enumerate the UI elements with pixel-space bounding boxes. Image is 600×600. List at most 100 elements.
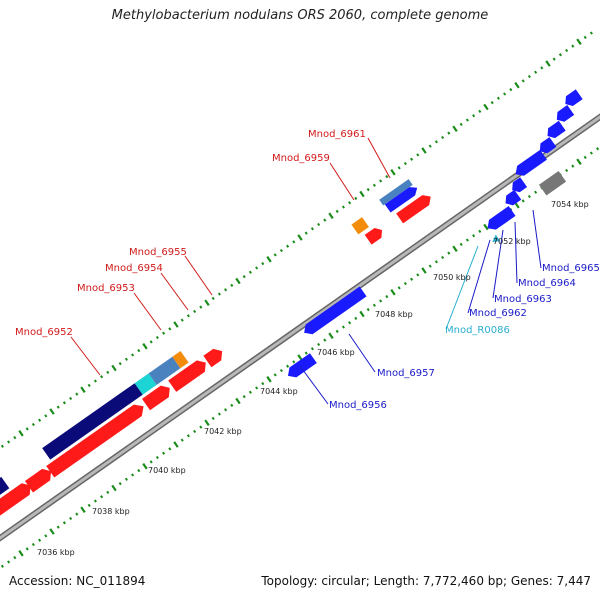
label-mnod-6964[interactable]: Mnod_6964 <box>518 278 576 289</box>
inner-scale-minor-tick <box>31 542 35 547</box>
label-mnod-6961[interactable]: Mnod_6961 <box>308 129 366 140</box>
outer-scale-major-tick <box>80 386 86 394</box>
inner-scale-minor-tick <box>211 416 215 421</box>
tick-label-7044: 7044 kbp <box>260 387 298 396</box>
gene-mnod-6961[interactable] <box>379 179 413 206</box>
leader-mnod-6959 <box>329 162 355 201</box>
gene-mnod-6963[interactable] <box>502 189 522 208</box>
inner-scale-minor-tick <box>565 168 569 173</box>
inner-scale-minor-tick <box>124 477 128 481</box>
tick-label-7040: 7040 kbp <box>148 466 186 475</box>
outer-scale-minor-tick <box>372 183 376 187</box>
gene-mnod-6964[interactable] <box>509 177 528 195</box>
forward-gene-arrow[interactable] <box>46 401 147 478</box>
leader-mnod-6962 <box>467 239 491 314</box>
tick-label-7038: 7038 kbp <box>92 507 130 516</box>
outer-scale-minor-tick <box>44 414 48 418</box>
outer-scale-minor-tick <box>31 422 35 427</box>
forward-gene-arrow[interactable] <box>0 480 35 518</box>
outer-scale-minor-tick <box>13 435 17 440</box>
outer-scale-minor-tick <box>583 35 587 40</box>
gene-mnod-6961-blue[interactable] <box>384 184 420 213</box>
inner-scale-minor-tick <box>224 408 228 412</box>
inner-scale-minor-tick <box>403 281 407 286</box>
reverse-gene-arrow[interactable] <box>544 120 566 141</box>
reverse-gene-arrow[interactable] <box>536 137 557 156</box>
outer-scale-minor-tick <box>428 144 432 148</box>
label-mnod-6965[interactable]: Mnod_6965 <box>542 263 600 274</box>
scale-tick-labels: 7036 kbp 7038 kbp 7040 kbp 7042 kbp 7044… <box>37 200 589 557</box>
outer-scale-major-tick <box>483 103 489 111</box>
inner-scale-minor-tick <box>230 403 234 407</box>
label-mnod-6954[interactable]: Mnod_6954 <box>105 263 163 274</box>
inner-scale-minor-tick <box>434 260 438 264</box>
outer-scale-major-tick <box>266 255 272 263</box>
outer-scale-minor-tick <box>521 79 525 83</box>
leader-mnod-6953 <box>133 292 162 331</box>
outer-scale-minor-tick <box>131 353 135 357</box>
label-mnod-6953[interactable]: Mnod_6953 <box>77 283 135 294</box>
label-mnod-r0086[interactable]: Mnod_R0086 <box>445 325 510 336</box>
inner-scale-minor-tick <box>596 147 600 151</box>
inner-scale-minor-tick <box>162 451 166 455</box>
gene-mnod-6952[interactable] <box>0 476 10 509</box>
reverse-gene-arrow[interactable] <box>553 105 575 125</box>
label-mnod-6962[interactable]: Mnod_6962 <box>469 308 527 319</box>
leader-mnod-6965 <box>532 209 542 269</box>
outer-scale-minor-tick <box>416 153 420 157</box>
forward-gene-arrow[interactable] <box>203 345 226 368</box>
reverse-gene-arrow[interactable] <box>512 149 547 179</box>
gene-mnod-6954[interactable] <box>148 356 181 385</box>
tick-label-7050: 7050 kbp <box>433 273 471 282</box>
gene-mnod-6957[interactable] <box>301 286 367 338</box>
inner-scale-major-tick <box>18 549 24 557</box>
outer-scale-minor-tick <box>410 157 414 161</box>
label-mnod-6956[interactable]: Mnod_6956 <box>329 400 387 411</box>
inner-scale-minor-tick <box>261 381 265 386</box>
gene-mnod-r0086[interactable] <box>490 234 501 246</box>
outer-scale-major-tick <box>576 38 582 46</box>
gene-mnod-6953[interactable] <box>134 373 157 395</box>
forward-gene-row-upper <box>0 351 189 509</box>
reverse-genes <box>285 89 583 381</box>
label-mnod-6952[interactable]: Mnod_6952 <box>15 327 73 338</box>
forward-gene-arrow[interactable] <box>396 192 434 224</box>
inner-scale-minor-tick <box>93 499 97 503</box>
inner-scale-minor-tick <box>186 434 190 438</box>
gene-mnod-6962[interactable] <box>484 206 516 233</box>
outer-scale-minor-tick <box>261 261 265 266</box>
inner-scale-major-tick <box>173 441 179 448</box>
forward-gene-arrow[interactable] <box>364 225 386 245</box>
outer-scale-minor-tick <box>211 296 215 301</box>
label-mnod-6959[interactable]: Mnod_6959 <box>272 153 330 164</box>
forward-gene-arrow[interactable] <box>141 382 174 411</box>
outer-scale-minor-tick <box>155 335 159 340</box>
gene-labels: Mnod_6952 Mnod_6953 Mnod_6954 Mnod_6955 … <box>15 129 600 411</box>
label-mnod-6963[interactable]: Mnod_6963 <box>494 294 552 305</box>
outer-scale-minor-tick <box>317 222 321 227</box>
gene-mnod-6952-main[interactable] <box>42 383 143 460</box>
reverse-gene-arrow[interactable] <box>562 89 583 109</box>
inner-scale-minor-tick <box>100 495 104 499</box>
label-mnod-6957[interactable]: Mnod_6957 <box>377 368 435 379</box>
gene-mnod-6955[interactable] <box>172 351 189 369</box>
label-mnod-6955[interactable]: Mnod_6955 <box>129 247 187 258</box>
gene-mnod-6965[interactable] <box>538 171 567 196</box>
outer-scale-minor-tick <box>589 31 593 35</box>
outer-scale-minor-tick <box>273 253 277 257</box>
inner-scale-minor-tick <box>118 482 122 486</box>
tick-label-7048: 7048 kbp <box>375 310 413 319</box>
outer-scale-minor-tick <box>0 444 4 448</box>
forward-gene-arrow[interactable] <box>168 357 210 392</box>
gene-mnod-6959[interactable] <box>351 217 369 235</box>
gene-mnod-6956[interactable] <box>285 353 317 381</box>
outer-scale-minor-tick <box>69 396 73 401</box>
outer-scale-minor-tick <box>25 427 29 431</box>
forward-gene-arrow[interactable] <box>24 465 55 493</box>
inner-scale-minor-tick <box>13 555 17 560</box>
leader-mnod-6952 <box>70 336 101 376</box>
inner-scale-minor-tick <box>323 338 327 342</box>
outer-scale-minor-tick <box>354 196 358 200</box>
outer-scale-minor-tick <box>162 331 166 335</box>
outer-scale-minor-tick <box>571 44 575 48</box>
